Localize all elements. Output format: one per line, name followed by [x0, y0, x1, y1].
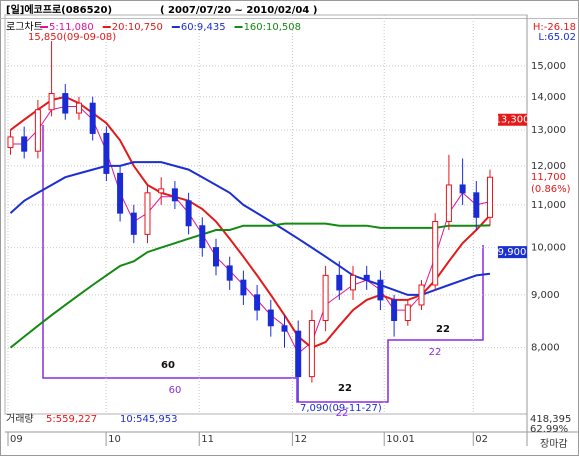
- candle-body: [487, 176, 494, 218]
- legend-label: 60:9,435: [181, 22, 226, 33]
- ma-line: [9, 161, 491, 296]
- y-tick-label: 14,000: [531, 92, 566, 103]
- candle-body: [7, 136, 14, 149]
- candle-body: [308, 319, 315, 378]
- candle-body: [445, 184, 452, 222]
- x-tick-label: 02: [475, 434, 488, 445]
- price-label: 9,900: [498, 247, 527, 258]
- volume-last: 418,395: [530, 414, 571, 425]
- candle-body: [144, 192, 151, 235]
- status-label: 장마감: [540, 438, 568, 450]
- candle-body: [89, 102, 96, 134]
- period-guide: [42, 125, 484, 403]
- candle-body: [363, 274, 370, 281]
- annotation: 60: [161, 360, 175, 371]
- ma-line: [9, 222, 491, 349]
- candle-body: [226, 265, 233, 281]
- volume-ma10: 10:545,953: [120, 414, 177, 425]
- annotation: 15,850(09-09-08): [28, 32, 116, 43]
- candle-body: [418, 284, 425, 306]
- x-tick-label: 10: [108, 434, 121, 445]
- price-label: 13,300: [495, 115, 530, 126]
- candle-body: [103, 132, 110, 174]
- y-tick-label: 9,000: [531, 290, 560, 301]
- candle-body: [185, 200, 192, 227]
- candle-body: [21, 136, 28, 152]
- legend-label: 160:10,508: [244, 22, 301, 33]
- high-ratio: H:-26.18: [533, 22, 576, 33]
- candle-body: [130, 212, 137, 235]
- candle-body: [336, 274, 343, 291]
- candle-body: [254, 294, 261, 311]
- change-label: (0.86%): [531, 184, 571, 195]
- y-tick-label: 15,000: [531, 61, 566, 72]
- candle-body: [199, 225, 206, 249]
- candle-body: [295, 330, 302, 378]
- volume-ratio: 62.99%: [530, 424, 568, 435]
- scale-label: 로그차트: [6, 21, 43, 33]
- annotation: 22: [436, 324, 450, 335]
- candle-body: [34, 109, 41, 152]
- price-box: [498, 246, 527, 259]
- x-tick-label: 10.01: [386, 434, 415, 445]
- annotation: 7,090(09-11-27): [300, 403, 382, 414]
- candle-body: [48, 93, 55, 111]
- chart-title: [일]에코프로(086520): [6, 3, 112, 16]
- candle-body: [240, 279, 247, 296]
- candle-body: [75, 102, 82, 114]
- legend-label: 5:11,080: [49, 22, 94, 33]
- price-label: 11,700: [531, 172, 566, 183]
- price-box: [498, 113, 527, 126]
- candle-body: [117, 172, 124, 214]
- date-range: ( 2007/07/20 ~ 2010/02/04 ): [160, 5, 317, 16]
- candle-body: [404, 304, 411, 321]
- y-tick-label: 11,000: [531, 200, 566, 211]
- candle-body: [158, 188, 165, 194]
- volume-label: 거래량: [6, 413, 34, 425]
- candle-body: [473, 192, 480, 218]
- candle-body: [322, 274, 329, 321]
- candle-body: [62, 93, 69, 114]
- candle-body: [377, 279, 384, 301]
- y-tick-label: 13,000: [531, 125, 566, 136]
- candle-body: [171, 188, 178, 202]
- y-tick-label: 12,000: [531, 161, 566, 172]
- candle-body: [267, 309, 274, 327]
- candle-body: [212, 247, 219, 267]
- x-tick-label: 11: [201, 434, 214, 445]
- annotation: 22: [429, 347, 442, 358]
- y-tick-label: 10,000: [531, 243, 566, 254]
- legend-label: 20:10,750: [112, 22, 163, 33]
- x-tick-label: 09: [10, 434, 23, 445]
- candle-body: [432, 220, 439, 286]
- candle-body: [459, 184, 466, 194]
- candle-body: [281, 325, 288, 332]
- x-tick-label: 12: [294, 434, 307, 445]
- low-ratio: L:65.02: [538, 32, 576, 43]
- candle-body: [350, 274, 356, 291]
- y-tick-label: 8,000: [531, 343, 560, 354]
- candle-body: [391, 299, 398, 321]
- volume-ma5: 5:559,227: [46, 414, 97, 425]
- annotation: 22: [338, 383, 352, 394]
- annotation: 60: [169, 385, 182, 396]
- annotation: 22: [336, 408, 349, 419]
